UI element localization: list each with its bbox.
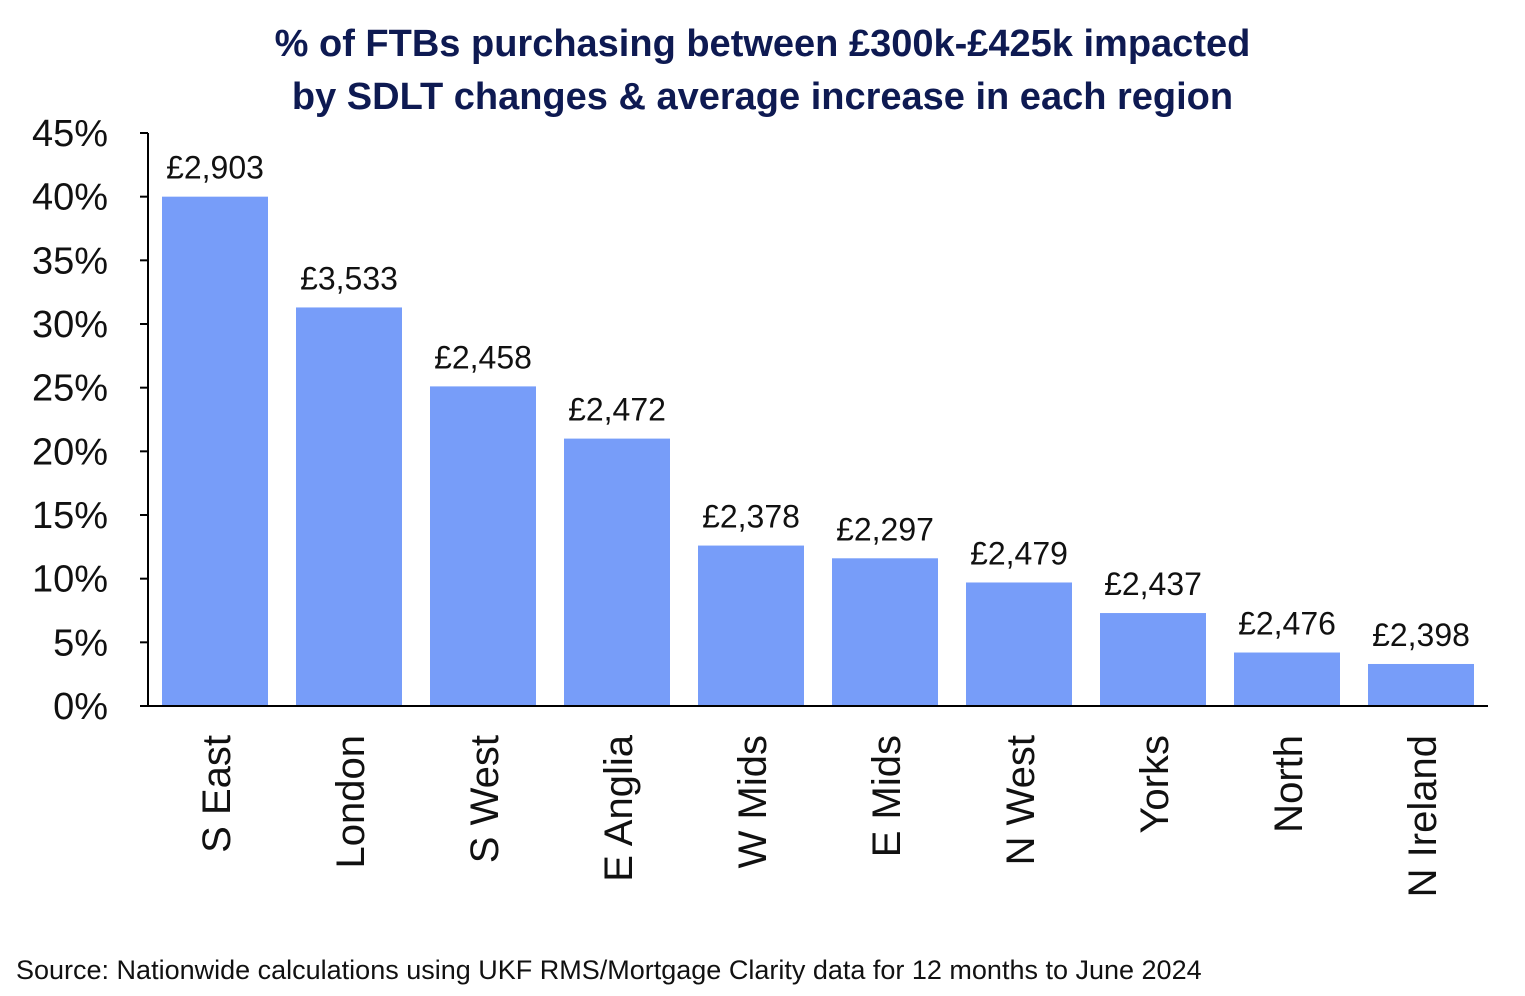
data-label: £2,297 xyxy=(836,511,934,547)
x-category-label: E Mids xyxy=(865,735,909,857)
x-category-label: W Mids xyxy=(731,735,775,868)
bar xyxy=(162,196,268,706)
x-category-label: N West xyxy=(999,735,1043,865)
bar xyxy=(430,386,536,706)
chart-title-line-2: by SDLT changes & average increase in ea… xyxy=(291,76,1234,118)
data-label: £2,458 xyxy=(434,339,532,375)
y-tick-label: 40% xyxy=(32,177,108,219)
y-tick-label: 30% xyxy=(32,304,108,346)
data-label: £2,398 xyxy=(1372,617,1470,653)
y-tick-label: 20% xyxy=(32,431,108,473)
source-note: Source: Nationwide calculations using UK… xyxy=(16,955,1202,985)
y-tick-label: 5% xyxy=(53,622,108,664)
bar xyxy=(832,558,938,706)
y-tick-label: 10% xyxy=(32,559,108,601)
data-label: £3,533 xyxy=(300,260,398,296)
x-category-label: E Anglia xyxy=(597,734,641,882)
bar xyxy=(564,438,670,706)
bar xyxy=(296,307,402,706)
bar xyxy=(1100,613,1206,706)
data-label: £2,479 xyxy=(970,535,1068,571)
bar xyxy=(698,545,804,706)
bar xyxy=(1234,652,1340,706)
x-category-label: Yorks xyxy=(1133,735,1177,834)
x-category-label: N Ireland xyxy=(1401,735,1445,897)
data-label: £2,903 xyxy=(166,150,264,186)
chart-title-line-1: % of FTBs purchasing between £300k-£425k… xyxy=(274,23,1251,65)
data-label: £2,437 xyxy=(1104,566,1202,602)
x-category-label: S East xyxy=(195,735,239,853)
x-category-label: S West xyxy=(463,735,507,863)
x-category-label: London xyxy=(329,735,373,868)
y-tick-label: 45% xyxy=(32,113,108,155)
data-label: £2,472 xyxy=(568,392,666,428)
bar xyxy=(966,582,1072,706)
x-category-label: North xyxy=(1267,735,1311,833)
bar xyxy=(1368,663,1474,706)
data-label: £2,378 xyxy=(702,499,800,535)
y-tick-label: 25% xyxy=(32,368,108,410)
y-tick-label: 15% xyxy=(32,495,108,537)
y-tick-label: 0% xyxy=(53,686,108,728)
y-tick-label: 35% xyxy=(32,240,108,282)
chart-title: % of FTBs purchasing between £300k-£425k… xyxy=(0,18,1525,124)
data-label: £2,476 xyxy=(1238,606,1336,642)
